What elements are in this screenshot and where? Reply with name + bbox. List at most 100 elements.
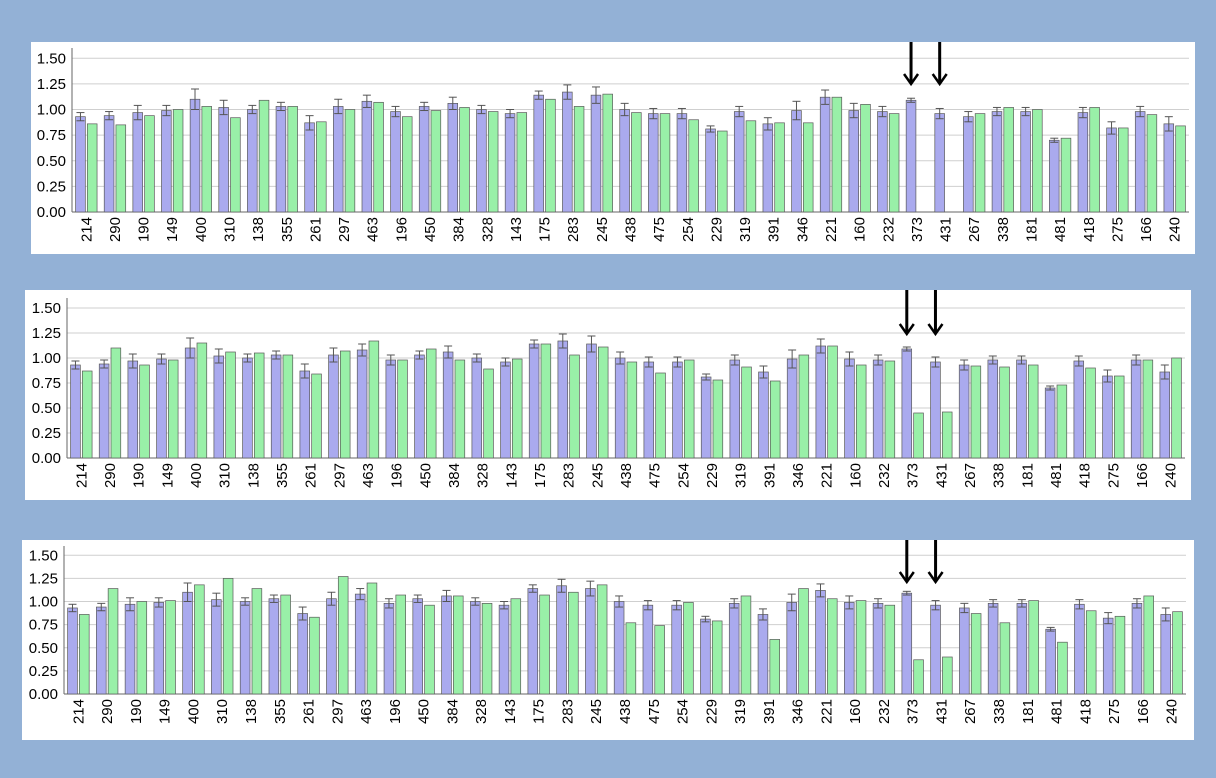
x-tick-label: 431 bbox=[933, 463, 950, 488]
x-tick-label: 143 bbox=[508, 217, 525, 242]
x-tick-label: 143 bbox=[503, 463, 520, 488]
x-tick-label: 160 bbox=[852, 217, 869, 242]
bar bbox=[258, 99, 270, 213]
bar bbox=[132, 112, 143, 213]
bar bbox=[500, 361, 511, 459]
bar bbox=[942, 656, 953, 695]
bar bbox=[987, 359, 999, 459]
bar bbox=[239, 601, 251, 695]
bar bbox=[625, 622, 637, 695]
chart-panel-1: 0.00 0.25 0.50 0.75 1.00 1.25 1.50 214 290 190 149… bbox=[31, 42, 1195, 254]
x-tick-label: 166 bbox=[1135, 699, 1152, 724]
x-tick-label: 384 bbox=[444, 699, 461, 724]
bar bbox=[1114, 615, 1126, 695]
bar bbox=[287, 106, 298, 213]
bar bbox=[354, 593, 366, 695]
bar bbox=[344, 109, 356, 213]
y-tick-label: 1.00 bbox=[29, 594, 58, 611]
bar-chart-2: 0.00 0.25 0.50 0.75 1.00 1.25 1.50 214 290 190 149… bbox=[32, 290, 1185, 488]
bar bbox=[1003, 107, 1014, 213]
x-tick-label: 214 bbox=[73, 463, 90, 488]
x-tick-label: 373 bbox=[905, 463, 922, 488]
y-tick-label: 0.00 bbox=[29, 686, 58, 703]
bar bbox=[430, 110, 442, 213]
bar bbox=[631, 112, 642, 213]
bar bbox=[913, 659, 924, 695]
x-tick-label: 175 bbox=[537, 217, 554, 242]
x-tick-label: 438 bbox=[617, 699, 634, 724]
bar bbox=[860, 104, 871, 213]
x-tick-label: 319 bbox=[737, 217, 754, 242]
bar bbox=[268, 598, 280, 695]
bar bbox=[127, 360, 139, 459]
bar bbox=[1073, 360, 1085, 459]
bar bbox=[418, 106, 430, 213]
bar bbox=[676, 113, 688, 213]
y-tick-label: 0.50 bbox=[29, 640, 58, 657]
bar bbox=[385, 359, 397, 459]
arrow-head bbox=[898, 323, 915, 337]
bar bbox=[844, 602, 855, 695]
bar bbox=[941, 411, 953, 459]
bar bbox=[337, 576, 349, 695]
arrow-marker bbox=[931, 42, 948, 87]
bar bbox=[476, 109, 487, 213]
bar bbox=[654, 625, 665, 695]
x-tick-label: 400 bbox=[188, 463, 205, 488]
bar bbox=[930, 604, 941, 695]
x-tick-label: 373 bbox=[905, 699, 922, 724]
x-tick-label: 190 bbox=[136, 217, 153, 242]
bar bbox=[366, 582, 378, 695]
bar bbox=[165, 600, 176, 695]
x-tick-label: 297 bbox=[329, 699, 346, 724]
bar bbox=[230, 117, 241, 213]
bar bbox=[511, 358, 523, 459]
x-tick-label: 400 bbox=[185, 699, 202, 724]
x-tick-label: 475 bbox=[647, 463, 664, 488]
bar bbox=[688, 119, 699, 213]
bar bbox=[390, 111, 401, 213]
x-tick-label: 290 bbox=[102, 463, 119, 488]
bar bbox=[368, 340, 380, 459]
bar bbox=[819, 96, 831, 213]
bar bbox=[672, 361, 683, 459]
bar bbox=[974, 113, 986, 213]
bar bbox=[414, 354, 425, 459]
bar bbox=[333, 106, 344, 213]
x-tick-label: 418 bbox=[1077, 463, 1094, 488]
bar bbox=[107, 588, 119, 695]
arrow-marker bbox=[903, 42, 920, 87]
x-tick-label: 196 bbox=[393, 217, 410, 242]
x-tick-label: 391 bbox=[766, 217, 783, 242]
x-tick-label: 475 bbox=[646, 699, 663, 724]
x-tick-label: 438 bbox=[618, 463, 635, 488]
x-tick-label: 346 bbox=[794, 217, 811, 242]
bar bbox=[999, 366, 1010, 459]
x-tick-label: 160 bbox=[847, 699, 864, 724]
bar bbox=[527, 588, 539, 695]
bar bbox=[741, 366, 752, 459]
x-tick-label: 400 bbox=[193, 217, 210, 242]
bar bbox=[762, 123, 774, 213]
bar bbox=[282, 354, 294, 459]
x-tick-label: 149 bbox=[157, 699, 174, 724]
arrow-head bbox=[898, 571, 915, 585]
x-tick-label: 190 bbox=[131, 463, 148, 488]
x-tick-label: 166 bbox=[1134, 463, 1151, 488]
bar bbox=[827, 598, 838, 695]
bar bbox=[397, 359, 408, 459]
bar bbox=[247, 109, 258, 213]
bar bbox=[316, 121, 327, 213]
x-tick-label: 138 bbox=[250, 217, 267, 242]
y-tick-label: 0.75 bbox=[32, 375, 61, 392]
bar-chart-3: 0.00 0.25 0.50 0.75 1.00 1.25 1.50 214 290 190 149… bbox=[29, 540, 1186, 724]
x-tick-label: 355 bbox=[272, 699, 289, 724]
bar bbox=[1134, 111, 1146, 213]
x-tick-label: 196 bbox=[387, 699, 404, 724]
x-tick-label: 175 bbox=[531, 699, 548, 724]
bar bbox=[1085, 367, 1096, 459]
bar bbox=[557, 340, 569, 459]
bar bbox=[383, 602, 395, 695]
x-tick-label: 463 bbox=[358, 699, 375, 724]
bar bbox=[98, 363, 110, 459]
